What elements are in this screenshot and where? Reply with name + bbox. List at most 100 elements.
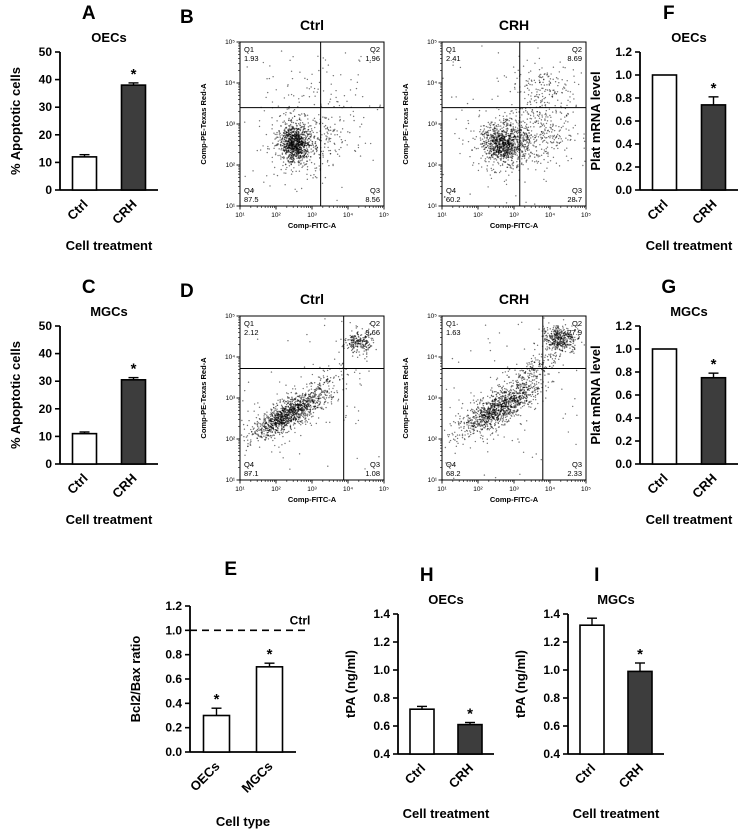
bar-ctrl [71, 156, 98, 191]
svg-text:CRH: CRH [499, 17, 529, 33]
tpa-bar-chart-mgcs: MGCs 0.4 0.6 0.8 1.0 1.2 1.4 tPA (ng/ml) Ctrl * CR… [512, 586, 682, 829]
svg-text:10¹: 10¹ [235, 212, 245, 219]
panel-d: D Ctrl 10¹ 10¹ 10² 10² 10³ 10³ 10⁴ 10⁴ 10⁵ 10⁵ Comp… [170, 278, 606, 550]
event-dots [443, 317, 585, 480]
svg-text:10⁴: 10⁴ [343, 486, 353, 493]
svg-text:10²: 10² [428, 436, 438, 443]
svg-text:10¹: 10¹ [226, 477, 236, 484]
bar-crh [700, 376, 727, 465]
svg-text:Q1: Q1 [446, 45, 456, 54]
apoptosis-bar-chart-mgcs: MGCs 0 10 20 30 40 50 % Apoptotic cells Ctrl * CRH… [8, 298, 170, 535]
svg-text:10¹: 10¹ [437, 486, 447, 493]
svg-text:9.66: 9.66 [365, 328, 380, 337]
svg-text:8.69: 8.69 [567, 54, 582, 63]
bar-oecs [202, 714, 231, 753]
svg-text:MGCs: MGCs [90, 304, 128, 319]
svg-text:50: 50 [39, 45, 53, 59]
svg-text:Ctrl: Ctrl [644, 197, 670, 223]
svg-text:OECs: OECs [91, 30, 126, 45]
svg-text:10²: 10² [473, 212, 483, 219]
svg-text:10¹: 10¹ [437, 212, 447, 219]
panel-h: H OECs 0.4 0.6 0.8 1.0 1.2 1.4 tPA (ng/ml) Ctrl *… [342, 566, 512, 829]
svg-text:10³: 10³ [509, 212, 519, 219]
svg-text:Comp-PE-Texas Red-A: Comp-PE-Texas Red-A [199, 83, 208, 165]
svg-text:50: 50 [39, 319, 53, 333]
svg-text:28.7: 28.7 [567, 195, 582, 204]
bar-crh [120, 379, 147, 465]
panel-letter-c: C [81, 277, 97, 298]
svg-text:10⁴: 10⁴ [545, 212, 555, 219]
bar-crh [457, 723, 483, 755]
svg-text:Ctrl: Ctrl [300, 17, 324, 33]
svg-text:Ctrl: Ctrl [64, 471, 90, 497]
svg-text:CRH: CRH [499, 291, 529, 307]
panel-g: G MGCs 0.0 0.2 0.4 0.6 0.8 1.0 1.2 Plat mRNA lev… [588, 278, 750, 535]
svg-text:8.56: 8.56 [365, 195, 380, 204]
svg-text:0: 0 [45, 457, 52, 471]
svg-text:Q2: Q2 [572, 45, 582, 54]
svg-text:1.96: 1.96 [365, 54, 380, 63]
svg-text:Plat mRNA level: Plat mRNA level [588, 71, 603, 170]
svg-text:2.12: 2.12 [244, 328, 259, 337]
event-dots [442, 45, 586, 205]
svg-text:10⁵: 10⁵ [427, 313, 437, 320]
svg-text:*: * [131, 361, 137, 378]
panel-letter-a: A [81, 3, 97, 24]
svg-text:10⁴: 10⁴ [225, 354, 235, 361]
panel-letter-g: G [661, 277, 677, 298]
flow-cytometry-oecs-ctrl: Ctrl 10¹ 10¹ 10² 10² 10³ 10³ 10⁴ 10⁴ 10⁵ 10⁵ Comp-F… [194, 16, 399, 273]
flow-plot-svg-D-Ctrl: Ctrl 10¹ 10¹ 10² 10² 10³ 10³ 10⁴ 10⁴ 10⁵ 10⁵ Comp-F… [199, 291, 389, 504]
svg-text:Comp-PE-Texas Red-A: Comp-PE-Texas Red-A [199, 357, 208, 439]
plot-frame [239, 41, 385, 207]
svg-text:10²: 10² [271, 212, 281, 219]
svg-text:10⁴: 10⁴ [343, 212, 353, 219]
bar-crh [627, 670, 653, 755]
svg-text:10⁵: 10⁵ [225, 39, 235, 46]
panel-i: I MGCs 0.4 0.6 0.8 1.0 1.2 1.4 tPA (ng/ml) Ctrl *… [512, 566, 682, 829]
panel-c: C MGCs 0 10 20 30 40 50 % Apoptotic cells Ctrl * C… [8, 278, 170, 535]
svg-text:30: 30 [39, 100, 53, 114]
panel-a: A OECs 0 10 20 30 40 50 % Apoptotic cells Ctrl * C… [8, 4, 170, 261]
panel-b: B Ctrl 10¹ 10¹ 10² 10² 10³ 10³ 10⁴ 10⁴ 10⁵ 10⁵ Comp… [170, 4, 606, 276]
svg-text:Cell treatment: Cell treatment [646, 238, 733, 253]
bar-ctrl [409, 708, 435, 755]
svg-text:30: 30 [39, 374, 53, 388]
bar-ctrl [651, 74, 678, 191]
svg-text:Ctrl: Ctrl [64, 197, 90, 223]
svg-text:10³: 10³ [307, 486, 317, 493]
svg-text:Comp-FITC-A: Comp-FITC-A [288, 221, 337, 230]
bar-chart-svg-C: MGCs 0 10 20 30 40 50 % Apoptotic cells Ctrl * CRH… [8, 304, 158, 527]
plat-mrna-bar-chart-mgcs: MGCs 0.0 0.2 0.4 0.6 0.8 1.0 1.2 Plat mRNA level… [588, 298, 750, 535]
bar-crh [120, 84, 147, 191]
svg-text:10³: 10³ [226, 395, 236, 402]
svg-text:Q2: Q2 [370, 319, 380, 328]
svg-text:10⁴: 10⁴ [427, 354, 437, 361]
panel-letter-d: D [180, 281, 195, 302]
event-dots [244, 50, 381, 202]
svg-text:1.0: 1.0 [615, 68, 632, 82]
bar-chart-svg-A: OECs 0 10 20 30 40 50 % Apoptotic cells Ctrl * CRH… [8, 30, 158, 253]
svg-text:10⁴: 10⁴ [225, 80, 235, 87]
panel-letter-f: F [662, 3, 676, 24]
svg-text:10²: 10² [226, 162, 236, 169]
svg-text:10³: 10³ [226, 121, 236, 128]
svg-text:Ctrl: Ctrl [300, 291, 324, 307]
svg-text:10¹: 10¹ [428, 203, 438, 210]
svg-text:0.4: 0.4 [615, 137, 632, 151]
svg-text:Cell treatment: Cell treatment [66, 238, 153, 253]
svg-text:10⁵: 10⁵ [379, 212, 389, 219]
flow-cytometry-mgcs-ctrl: Ctrl 10¹ 10¹ 10² 10² 10³ 10³ 10⁴ 10⁴ 10⁵ 10⁵ Comp-F… [194, 290, 399, 547]
bar-ctrl [651, 348, 678, 465]
svg-text:10³: 10³ [307, 212, 317, 219]
panel-letter-i: I [594, 565, 600, 586]
svg-text:CRH: CRH [109, 471, 140, 502]
svg-text:1.2: 1.2 [615, 45, 632, 59]
bar-ctrl [71, 432, 98, 465]
flow-plot-svg-B-Ctrl: Ctrl 10¹ 10¹ 10² 10² 10³ 10³ 10⁴ 10⁴ 10⁵ 10⁵ Comp-F… [199, 17, 389, 230]
svg-text:% Apoptotic cells: % Apoptotic cells [8, 67, 23, 175]
